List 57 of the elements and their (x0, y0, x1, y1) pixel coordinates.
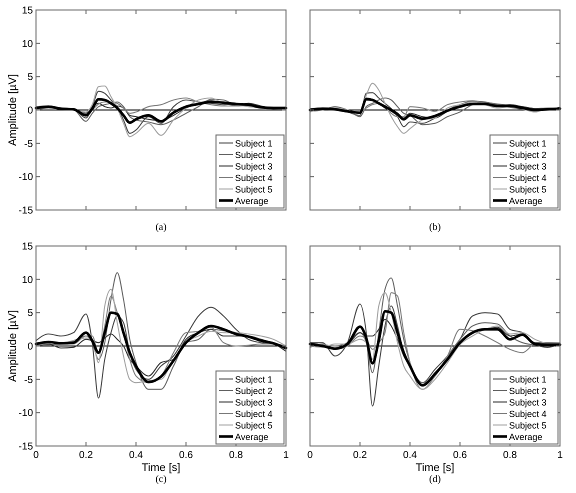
legend-label: Subject 5 (509, 184, 547, 194)
y-tick-label: -10 (18, 408, 34, 420)
legend-label: Subject 3 (235, 162, 273, 172)
legend-label: Subject 2 (235, 150, 273, 160)
text: (c) (155, 474, 167, 485)
y-tick-label: 5 (27, 72, 34, 84)
x-tick-label: 0 (307, 450, 314, 461)
y-tick-label: 15 (22, 242, 34, 252)
legend-label: Subject 1 (235, 138, 273, 148)
legend-label: Subject 2 (235, 386, 273, 396)
y-tick-label: 10 (22, 274, 34, 286)
y-tick-label: 15 (22, 6, 34, 16)
legend-label: Subject 1 (509, 374, 547, 384)
x-tick-label: 0.4 (403, 450, 418, 461)
legend-label: Subject 4 (509, 409, 547, 419)
legend-label: Subject 3 (235, 398, 273, 408)
y-tick-label: -5 (24, 374, 34, 386)
legend-label: Subject 1 (235, 374, 273, 384)
x-tick-label: 0.6 (453, 450, 468, 461)
legend-label: Average (509, 432, 542, 442)
x-tick-label: 0.4 (129, 450, 144, 461)
y-axis-title: Amplitude [µV] (7, 310, 19, 382)
text: (d) (429, 474, 441, 485)
legend-label: Subject 2 (509, 386, 547, 396)
y-tick-label: -15 (18, 206, 34, 216)
y-tick-label: -10 (18, 172, 34, 184)
legend-label: Subject 5 (235, 420, 273, 430)
x-tick-label: 1 (557, 450, 564, 461)
legend-label: Subject 5 (509, 420, 547, 430)
x-tick-label: 0.2 (353, 450, 368, 461)
legend-label: Subject 4 (235, 409, 273, 419)
legend-label: Average (235, 432, 268, 442)
y-tick-label: 0 (27, 342, 34, 352)
y-tick-label: 5 (27, 308, 34, 320)
legend-label: Subject 4 (509, 173, 547, 183)
legend-label: Subject 2 (509, 150, 547, 160)
x-tick-label: 0.8 (503, 450, 518, 461)
x-tick-label: 0.2 (79, 450, 94, 461)
x-axis-title: Time [s] (142, 462, 180, 474)
text: (b) (429, 222, 441, 233)
legend-label: Subject 1 (509, 138, 547, 148)
text: (a) (155, 222, 167, 233)
y-tick-label: 10 (22, 38, 34, 50)
x-tick-label: 1 (283, 450, 290, 461)
x-tick-label: 0.8 (229, 450, 244, 461)
y-tick-label: -5 (24, 138, 34, 150)
legend-label: Subject 5 (235, 184, 273, 194)
legend-label: Average (235, 196, 268, 206)
legend-label: Subject 3 (509, 398, 547, 408)
legend-label: Subject 4 (235, 173, 273, 183)
y-tick-label: 0 (27, 106, 34, 116)
y-axis-title: Amplitude [µV] (7, 74, 19, 146)
x-axis-title: Time [s] (416, 462, 454, 474)
legend-label: Subject 3 (509, 162, 547, 172)
x-tick-label: 0.6 (179, 450, 194, 461)
y-tick-label: -15 (18, 442, 34, 452)
legend-label: Average (509, 196, 542, 206)
